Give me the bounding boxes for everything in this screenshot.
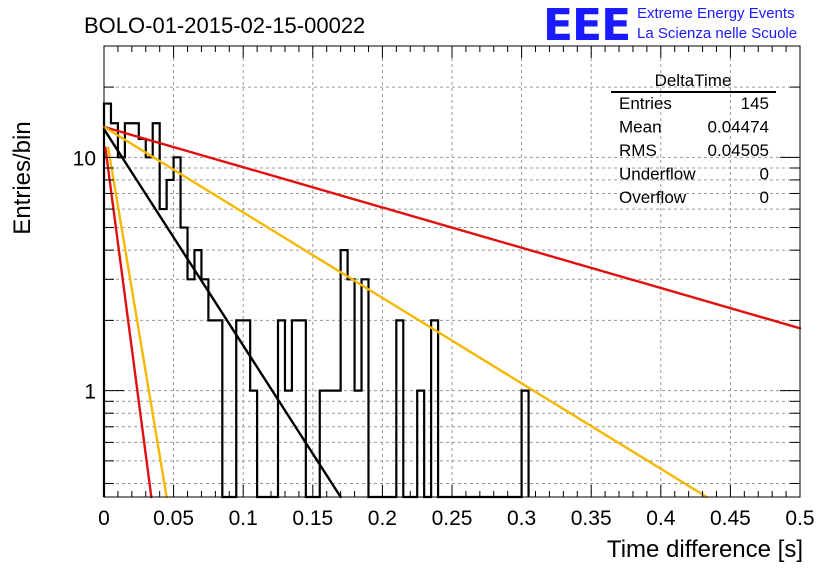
histogram-bin [146, 157, 153, 497]
stats-row-value: 0.04505 [708, 141, 769, 160]
stats-row-label: Overflow [619, 188, 687, 207]
stats-row-value: 0.04474 [708, 118, 769, 137]
stats-row-label: Underflow [619, 165, 696, 184]
eee-logo-line2: La Scienza nelle Scuole [637, 25, 797, 42]
x-tick-label: 0.2 [368, 507, 397, 530]
eee-logo-line1: Extreme Energy Events [637, 5, 795, 22]
eee-logo-mark: EEE [543, 0, 630, 51]
x-tick-label: 0.4 [646, 507, 676, 530]
x-tick-label: 0.3 [507, 507, 536, 530]
y-tick-label: 10 [73, 147, 96, 170]
grid-lines [104, 46, 800, 497]
x-axis-ticks: 0 0.05 0.1 0.15 0.2 0.25 0.3 0.35 0.4 0.45 0.5 [98, 46, 815, 530]
stats-box-title: DeltaTime [655, 71, 732, 90]
histogram-bin [334, 391, 341, 497]
histogram-bin [285, 391, 292, 497]
fit-curve [102, 125, 802, 330]
stats-row-value: 0 [760, 188, 769, 207]
eee-logo: EEE Extreme Energy Events La Scienza nel… [543, 0, 797, 51]
fit-curve [102, 125, 708, 499]
stats-box: DeltaTime Entries 145 Mean 0.04474 RMS 0.0450… [611, 71, 776, 207]
x-tick-label: 0 [98, 507, 110, 530]
x-tick-label: 0.25 [432, 507, 473, 530]
y-tick-label: 1 [84, 381, 96, 404]
histogram-bin [208, 320, 215, 497]
histogram-bin [194, 250, 201, 497]
x-axis-label: Time difference [s] [607, 536, 803, 563]
fit-curves [102, 125, 802, 499]
fit-curve [102, 127, 342, 499]
fit-curve [104, 146, 153, 499]
x-tick-label: 0.05 [153, 507, 194, 530]
x-tick-label: 0.15 [292, 507, 333, 530]
stats-row-value: 0 [760, 165, 769, 184]
histogram-bin [355, 391, 362, 497]
chart-title: BOLO-01-2015-02-15-00022 [84, 13, 365, 38]
histogram-bin [160, 209, 167, 497]
stats-row-label: Entries [619, 94, 672, 113]
x-tick-label: 0.35 [571, 507, 612, 530]
histogram-outline [102, 102, 530, 499]
x-tick-label: 0.5 [785, 507, 814, 530]
x-tick-label: 0.1 [229, 507, 258, 530]
y-axis-label: Entries/bin [9, 121, 36, 234]
y-axis-ticks: 1 10 [73, 86, 800, 484]
stats-row-label: Mean [619, 118, 662, 137]
stats-row-label: RMS [619, 141, 657, 160]
histogram-bin [188, 279, 195, 497]
x-tick-label: 0.45 [710, 507, 751, 530]
fit-curve [106, 146, 168, 499]
stats-row-value: 145 [741, 94, 769, 113]
histogram [102, 102, 530, 499]
